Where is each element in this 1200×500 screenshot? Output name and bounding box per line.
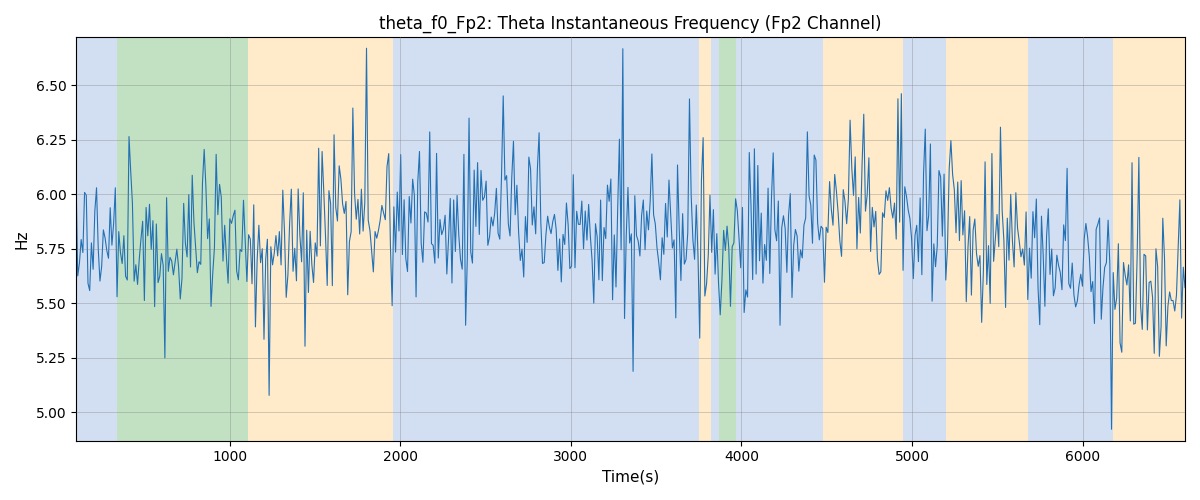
Bar — [116, 38, 248, 440]
Bar — [710, 38, 719, 440]
X-axis label: Time(s): Time(s) — [602, 470, 659, 485]
Bar — [76, 38, 116, 440]
Bar — [698, 38, 710, 440]
Bar — [823, 38, 904, 440]
Bar — [904, 38, 946, 440]
Bar — [1028, 38, 1114, 440]
Bar — [946, 38, 1028, 440]
Bar — [737, 38, 823, 440]
Bar — [719, 38, 737, 440]
Bar — [394, 38, 698, 440]
Y-axis label: Hz: Hz — [14, 230, 30, 249]
Title: theta_f0_Fp2: Theta Instantaneous Frequency (Fp2 Channel): theta_f0_Fp2: Theta Instantaneous Freque… — [379, 15, 882, 34]
Bar — [248, 38, 394, 440]
Bar — [1114, 38, 1186, 440]
